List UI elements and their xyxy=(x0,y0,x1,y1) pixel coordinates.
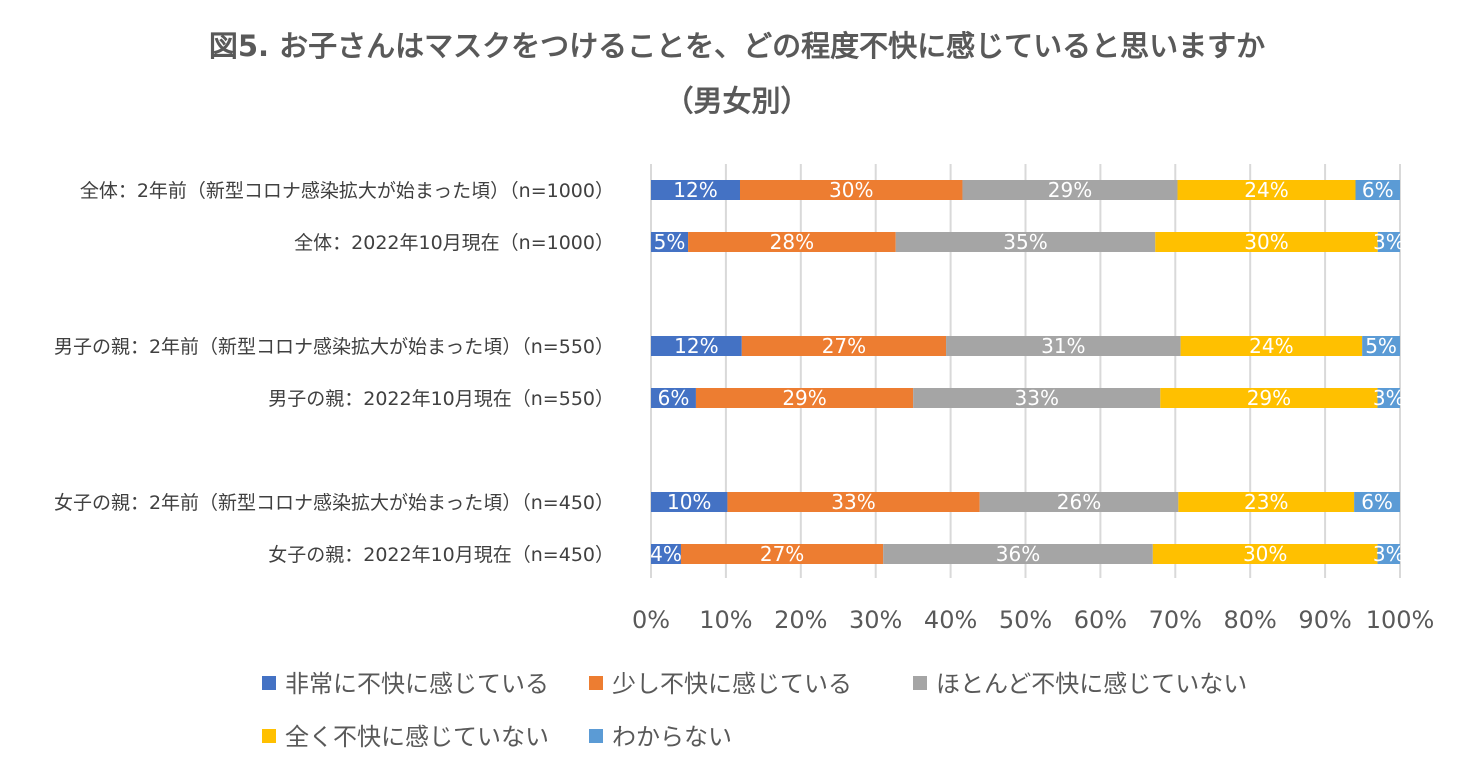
data-label: 24% xyxy=(1244,178,1288,202)
data-label: 29% xyxy=(1048,178,1092,202)
bar-segment xyxy=(962,180,1178,200)
data-label: 12% xyxy=(673,178,717,202)
category-label: 男子の親：2022年10月現在（n=550） xyxy=(268,388,614,410)
bar-segment xyxy=(1160,388,1378,408)
data-label: 4% xyxy=(650,542,682,566)
bar-segment xyxy=(883,544,1153,564)
tick-label: 90% xyxy=(1298,606,1351,634)
legend-label: ほとんど不快に感じていない xyxy=(936,670,1247,698)
bar-segment xyxy=(1377,388,1400,408)
x-axis-ticks: 0% 10% 20% 30% 40% 50% 60% 70% 80% 90% 100% xyxy=(632,606,1434,634)
data-label: 12% xyxy=(674,334,718,358)
tick-label: 80% xyxy=(1224,606,1277,634)
bar-segment xyxy=(727,492,980,512)
tick-label: 40% xyxy=(924,606,977,634)
legend-swatch xyxy=(262,729,276,743)
data-label: 27% xyxy=(822,334,866,358)
tick-label: 0% xyxy=(632,606,670,634)
tick-label: 10% xyxy=(699,606,752,634)
tick-label: 30% xyxy=(849,606,902,634)
legend-label: 全く不快に感じていない xyxy=(285,723,549,751)
bar-segment xyxy=(946,336,1181,356)
legend-swatch xyxy=(913,676,927,690)
data-label: 23% xyxy=(1244,490,1288,514)
category-label: 女子の親：2022年10月現在（n=450） xyxy=(268,544,614,566)
bar-segment xyxy=(1354,492,1400,512)
tick-label: 20% xyxy=(774,606,827,634)
bar-segment xyxy=(651,388,696,408)
data-label: 31% xyxy=(1041,334,1085,358)
bar-segment xyxy=(895,232,1156,252)
data-label: 30% xyxy=(1243,542,1287,566)
bar-segment xyxy=(1377,232,1400,252)
data-label: 30% xyxy=(1244,230,1288,254)
bar-segment xyxy=(913,388,1161,408)
bar-segment xyxy=(651,336,742,356)
bar-segment xyxy=(1178,492,1355,512)
category-label: 全体：2年前（新型コロナ感染拡大が始まった頃）（n=1000） xyxy=(80,180,614,202)
data-label: 3% xyxy=(1373,542,1405,566)
legend-swatch xyxy=(589,676,603,690)
bar-segment xyxy=(695,388,914,408)
legend-swatch xyxy=(262,676,276,690)
data-label: 5% xyxy=(1365,334,1397,358)
bar-segment xyxy=(1362,336,1400,356)
legend-label: 非常に不快に感じている xyxy=(285,670,549,698)
legend-label: 少し不快に感じている xyxy=(612,670,852,698)
tick-label: 100% xyxy=(1366,606,1435,634)
legend-label: わからない xyxy=(612,723,732,751)
data-label: 3% xyxy=(1373,230,1405,254)
data-label: 33% xyxy=(1015,386,1059,410)
data-label: 29% xyxy=(782,386,826,410)
data-label: 35% xyxy=(1003,230,1047,254)
tick-label: 70% xyxy=(1149,606,1202,634)
data-label: 26% xyxy=(1057,490,1101,514)
bar-segment xyxy=(651,180,740,200)
bar-segment xyxy=(741,336,947,356)
data-label: 27% xyxy=(760,542,804,566)
bar-segment xyxy=(651,544,681,564)
data-label: 5% xyxy=(654,230,686,254)
data-label: 28% xyxy=(770,230,814,254)
data-label: 10% xyxy=(667,490,711,514)
bar-segment xyxy=(1155,232,1378,252)
category-labels: 全体：2年前（新型コロナ感染拡大が始まった頃）（n=1000） 全体：2022年1… xyxy=(54,180,614,566)
legend: 非常に不快に感じている 少し不快に感じている ほとんど不快に感じていない全く不快に感… xyxy=(262,670,1247,751)
gridlines xyxy=(650,164,1401,578)
bar-segment xyxy=(979,492,1179,512)
data-label: 30% xyxy=(829,178,873,202)
data-label: 6% xyxy=(1361,490,1393,514)
data-label: 29% xyxy=(1247,386,1291,410)
legend-swatch xyxy=(589,729,603,743)
data-label: 36% xyxy=(996,542,1040,566)
category-label: 全体：2022年10月現在（n=1000） xyxy=(294,232,614,254)
bar-segment xyxy=(651,492,728,512)
category-label: 女子の親：2年前（新型コロナ感染拡大が始まった頃）（n=450） xyxy=(54,492,614,514)
bar-segment xyxy=(688,232,896,252)
data-label: 33% xyxy=(831,490,875,514)
chart-title-line-2: （男女別） xyxy=(664,84,809,118)
bar-segment xyxy=(1355,180,1400,200)
bar-segment xyxy=(1177,180,1356,200)
data-label: 24% xyxy=(1249,334,1293,358)
bar-segment xyxy=(680,544,884,564)
tick-label: 50% xyxy=(999,606,1052,634)
bars: 12% 30% 29% 24% 6% 5% 28% 35% 30% 3% 12% 27% 31% 24% 5… xyxy=(650,178,1405,566)
data-label: 6% xyxy=(658,386,690,410)
data-label: 3% xyxy=(1373,386,1405,410)
bar-segment xyxy=(1377,544,1400,564)
bar-segment xyxy=(739,180,963,200)
bar-segment xyxy=(1152,544,1378,564)
chart-title-line-1: 図5. お子さんはマスクをつけることを、どの程度不快に感じていると思いますか xyxy=(209,29,1265,63)
bar-segment xyxy=(1180,336,1363,356)
bar-segment xyxy=(651,232,689,252)
data-label: 6% xyxy=(1362,178,1394,202)
tick-label: 60% xyxy=(1074,606,1127,634)
category-label: 男子の親：2年前（新型コロナ感染拡大が始まった頃）（n=550） xyxy=(54,336,614,358)
